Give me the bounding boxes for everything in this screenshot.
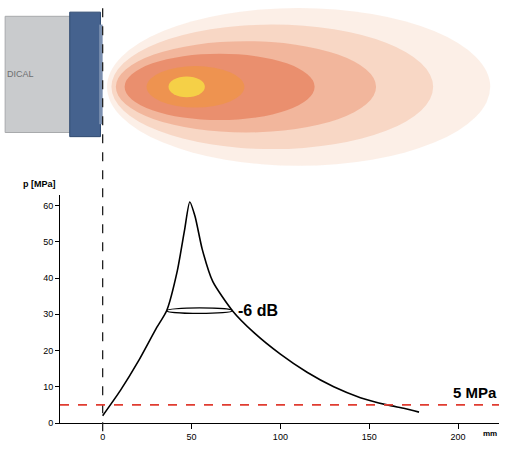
svg-text:20: 20 (43, 346, 53, 356)
svg-text:0: 0 (100, 432, 105, 442)
svg-text:100: 100 (273, 432, 288, 442)
svg-text:DICAL: DICAL (7, 69, 34, 79)
svg-text:30: 30 (43, 309, 53, 319)
svg-text:200: 200 (451, 432, 466, 442)
svg-text:40: 40 (43, 273, 53, 283)
svg-text:-6 dB: -6 dB (238, 302, 278, 319)
svg-text:50: 50 (43, 237, 53, 247)
svg-text:0: 0 (48, 418, 53, 428)
svg-text:5 MPa: 5 MPa (453, 384, 497, 401)
svg-text:mm: mm (483, 429, 497, 438)
svg-text:p [MPa]: p [MPa] (23, 179, 56, 189)
svg-text:60: 60 (43, 201, 53, 211)
svg-text:150: 150 (362, 432, 377, 442)
svg-text:50: 50 (187, 432, 197, 442)
svg-text:10: 10 (43, 382, 53, 392)
